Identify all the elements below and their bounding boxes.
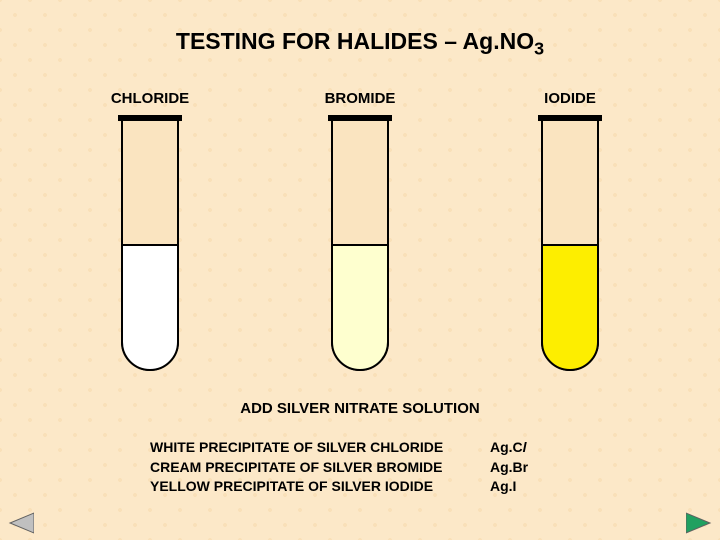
tube-liquid xyxy=(332,245,388,370)
tube-svg xyxy=(326,113,394,378)
nav-prev-button[interactable] xyxy=(8,512,34,534)
tube-svg xyxy=(536,113,604,378)
tube-label: CHLORIDE xyxy=(111,90,189,107)
title-sub: 3 xyxy=(534,39,544,59)
tube-liquid xyxy=(542,245,598,370)
result-formula: Ag.I xyxy=(490,477,570,497)
tube-svg xyxy=(116,113,184,378)
page-title: TESTING FOR HALIDES – Ag.NO3 xyxy=(0,28,720,60)
results-list: WHITE PRECIPITATE OF SILVER CHLORIDEAg.C… xyxy=(150,438,570,497)
tube-label: IODIDE xyxy=(544,90,596,107)
test-tube: BROMIDE xyxy=(310,90,410,378)
result-row: CREAM PRECIPITATE OF SILVER BROMIDEAg.Br xyxy=(150,458,570,478)
title-main: TESTING FOR HALIDES – Ag.NO xyxy=(176,28,534,54)
result-formula: Ag.Br xyxy=(490,458,570,478)
result-desc: YELLOW PRECIPITATE OF SILVER IODIDE xyxy=(150,477,490,497)
nav-next-button[interactable] xyxy=(686,512,712,534)
result-desc: WHITE PRECIPITATE OF SILVER CHLORIDE xyxy=(150,438,490,458)
tube-label: BROMIDE xyxy=(325,90,396,107)
result-row: WHITE PRECIPITATE OF SILVER CHLORIDEAg.C… xyxy=(150,438,570,458)
tubes-row: CHLORIDE BROMIDE IODIDE xyxy=(0,90,720,378)
result-row: YELLOW PRECIPITATE OF SILVER IODIDEAg.I xyxy=(150,477,570,497)
test-tube: CHLORIDE xyxy=(100,90,200,378)
result-formula: Ag.Cl xyxy=(490,438,570,458)
instruction-text: ADD SILVER NITRATE SOLUTION xyxy=(0,400,720,417)
result-desc: CREAM PRECIPITATE OF SILVER BROMIDE xyxy=(150,458,490,478)
tube-liquid xyxy=(122,245,178,370)
test-tube: IODIDE xyxy=(520,90,620,378)
